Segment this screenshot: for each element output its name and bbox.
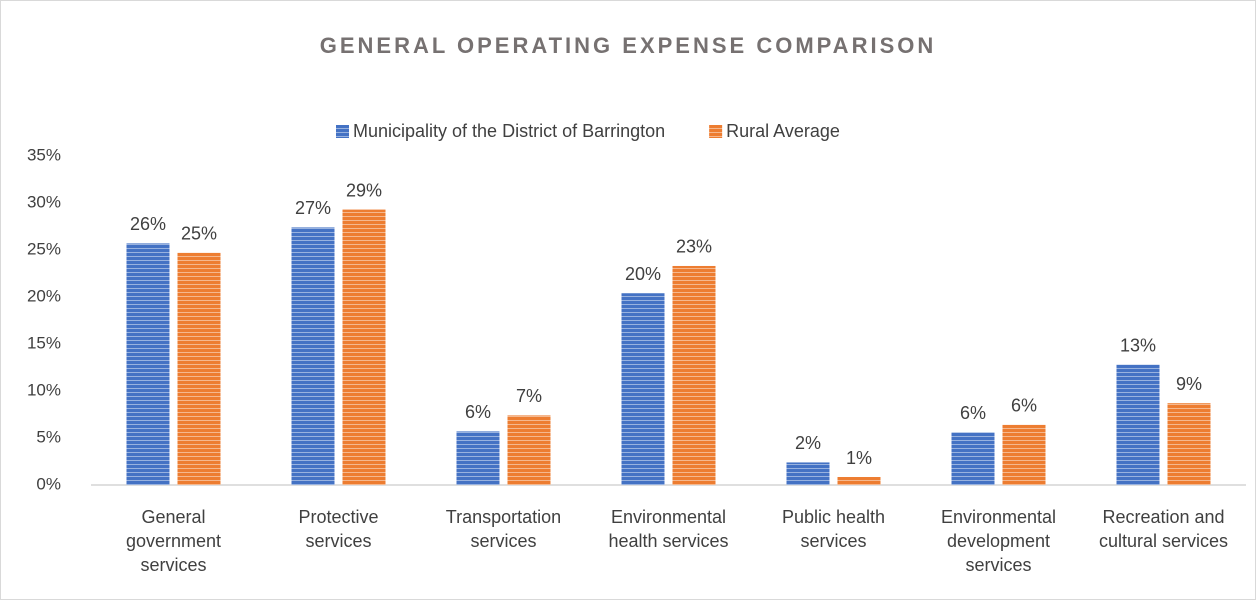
y-tick-label: 25% — [27, 239, 61, 258]
legend-label: Municipality of the District of Barringt… — [353, 121, 665, 141]
y-tick-label: 35% — [27, 145, 61, 164]
bar — [291, 227, 335, 485]
y-tick-label: 0% — [36, 474, 61, 493]
bar — [1167, 403, 1211, 485]
data-label: 26% — [130, 214, 166, 234]
bar — [672, 265, 716, 485]
data-label: 29% — [346, 180, 382, 200]
bar — [1116, 364, 1160, 485]
bar — [621, 293, 665, 485]
data-label: 23% — [676, 237, 712, 257]
x-tick-label: Protective services — [298, 507, 379, 551]
bar — [786, 462, 830, 485]
legend-swatch — [709, 125, 723, 138]
x-tick-label: Environmental health services — [608, 507, 729, 551]
y-tick-label: 10% — [27, 380, 61, 399]
data-label: 6% — [960, 403, 986, 423]
bar — [1002, 424, 1046, 485]
y-tick-label: 30% — [27, 192, 61, 211]
data-label: 7% — [516, 386, 542, 406]
data-label: 6% — [465, 402, 491, 422]
bar — [126, 243, 170, 485]
y-tick-label: 15% — [27, 333, 61, 352]
bar — [951, 432, 995, 485]
data-label: 9% — [1176, 374, 1202, 394]
x-tick-label: Environmental development services — [940, 507, 1057, 575]
legend-swatch — [336, 125, 349, 138]
data-label: 13% — [1120, 335, 1156, 355]
chart-title: GENERAL OPERATING EXPENSE COMPARISON — [320, 33, 937, 58]
data-label: 1% — [846, 448, 872, 468]
data-label: 25% — [181, 224, 217, 244]
data-label: 6% — [1011, 396, 1037, 416]
data-label: 20% — [625, 264, 661, 284]
x-tick-label: Recreation and cultural services — [1098, 507, 1229, 551]
y-tick-label: 5% — [36, 427, 61, 446]
legend-label: Rural Average — [726, 121, 840, 141]
x-tick-label: General government services — [125, 507, 222, 575]
bar — [837, 477, 881, 485]
data-label: 2% — [795, 433, 821, 453]
bar — [177, 252, 221, 485]
x-tick-label: Public health services — [781, 507, 886, 551]
y-tick-label: 20% — [27, 286, 61, 305]
data-label: 27% — [295, 198, 331, 218]
bar — [342, 209, 386, 485]
bar — [507, 415, 551, 485]
bar — [456, 431, 500, 485]
x-tick-label: Transportation services — [445, 507, 562, 551]
